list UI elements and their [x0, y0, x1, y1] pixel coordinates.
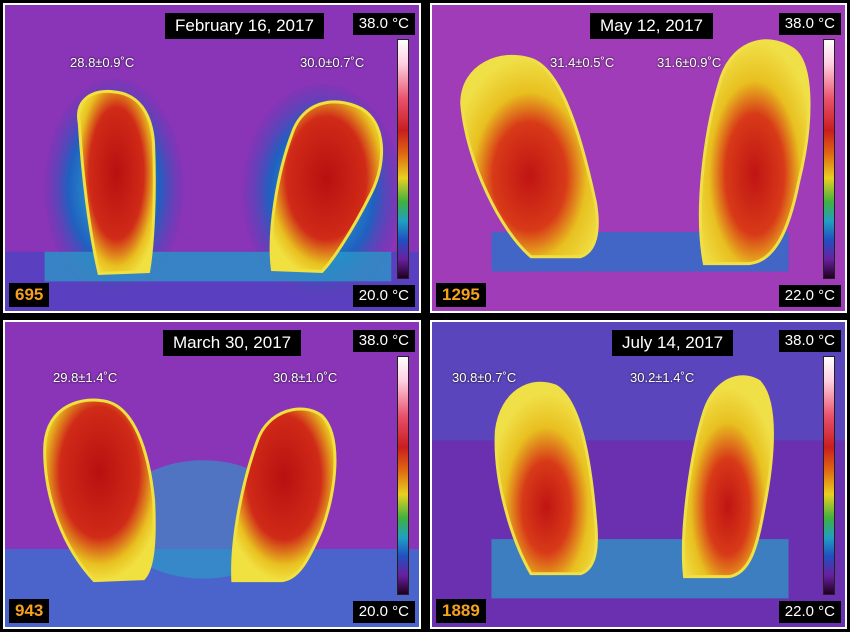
color-scale-bar	[823, 356, 835, 595]
thermal-panel-may: May 12, 2017 38.0 °C 22.0 °C 1295 31.4±0…	[430, 3, 847, 313]
color-scale-bar	[823, 39, 835, 279]
date-label: July 14, 2017	[612, 330, 734, 356]
right-foot	[681, 375, 774, 579]
max-temp-label: 38.0 °C	[778, 13, 841, 35]
frame-number: 695	[9, 283, 50, 307]
left-foot-temp: 31.4±0.5˚C	[550, 55, 615, 70]
frame-number: 943	[9, 599, 50, 623]
color-scale-bar	[397, 356, 409, 595]
date-label: May 12, 2017	[590, 13, 714, 39]
thermal-panel-feb: February 16, 2017 38.0 °C 20.0 °C 695 28…	[3, 3, 421, 313]
frame-number: 1889	[436, 599, 486, 623]
right-foot-temp: 30.0±0.7˚C	[300, 55, 365, 70]
thermal-panel-mar: March 30, 2017 38.0 °C 20.0 °C 943 29.8±…	[3, 320, 421, 629]
right-foot-temp: 30.8±1.0˚C	[273, 370, 338, 385]
right-foot	[231, 407, 337, 583]
color-scale-bar	[397, 39, 409, 279]
max-temp-label: 38.0 °C	[778, 330, 841, 352]
frame-number: 1295	[436, 283, 486, 307]
right-foot	[269, 100, 384, 274]
min-temp-label: 22.0 °C	[778, 285, 841, 307]
date-label: February 16, 2017	[165, 13, 324, 39]
thermal-image	[432, 322, 845, 627]
left-foot	[494, 381, 598, 576]
thermal-image	[432, 5, 845, 311]
left-foot-temp: 29.8±1.4˚C	[53, 370, 118, 385]
right-foot	[698, 39, 811, 266]
left-foot	[43, 398, 156, 583]
thermal-image	[5, 322, 419, 627]
min-temp-label: 20.0 °C	[352, 285, 415, 307]
max-temp-label: 38.0 °C	[352, 13, 415, 35]
right-foot-temp: 30.2±1.4˚C	[630, 370, 695, 385]
max-temp-label: 38.0 °C	[352, 330, 415, 352]
thermal-panel-jul: July 14, 2017 38.0 °C 22.0 °C 1889 30.8±…	[430, 320, 847, 629]
left-foot-temp: 28.8±0.9˚C	[70, 55, 135, 70]
left-foot	[460, 54, 599, 259]
date-label: March 30, 2017	[163, 330, 302, 356]
left-foot	[77, 89, 156, 276]
thermal-image	[5, 5, 419, 311]
left-foot-temp: 30.8±0.7˚C	[452, 370, 517, 385]
right-foot-temp: 31.6±0.9˚C	[657, 55, 722, 70]
min-temp-label: 22.0 °C	[778, 601, 841, 623]
min-temp-label: 20.0 °C	[352, 601, 415, 623]
